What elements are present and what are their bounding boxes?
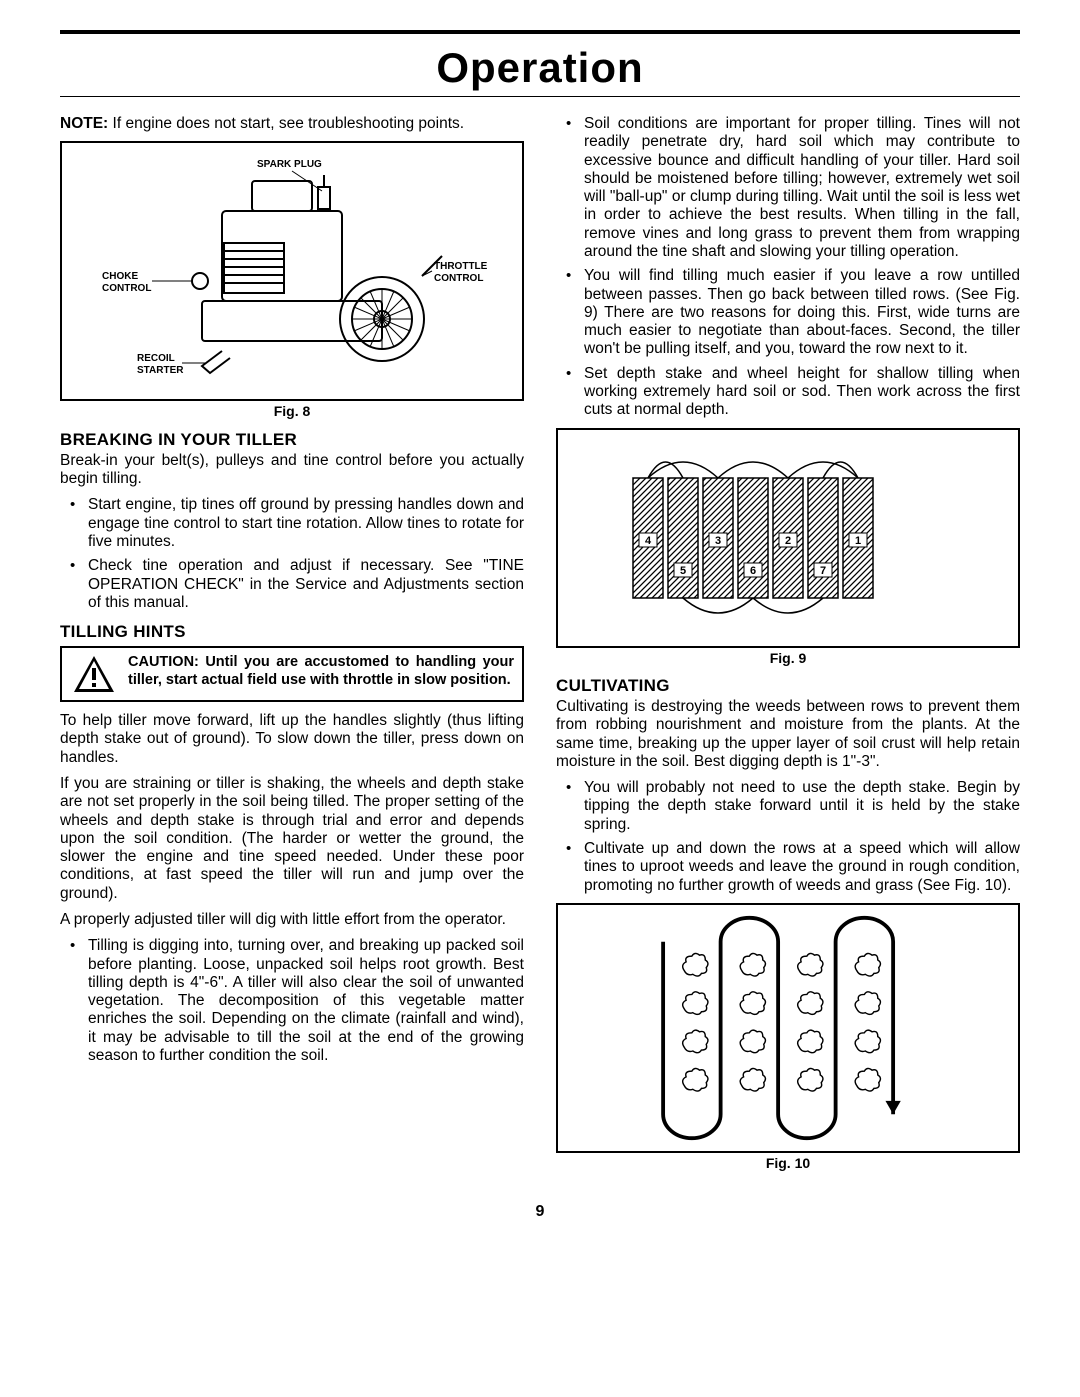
tilling-hints-heading: TILLING HINTS [60, 622, 524, 642]
label-throttle-1: THROTTLE [434, 261, 488, 272]
right-column: Soil conditions are important for proper… [556, 115, 1020, 1181]
left-column: NOTE: If engine does not start, see trou… [60, 115, 524, 1181]
page-number: 9 [60, 1203, 1020, 1221]
figure-9-diagram: 4 3 2 1 5 6 7 [566, 438, 1010, 638]
hints-para-2: If you are straining or tiller is shakin… [60, 775, 524, 903]
cultivating-heading: CULTIVATING [556, 676, 1020, 696]
svg-text:5: 5 [680, 565, 686, 577]
cultivating-item-2: Cultivate up and down the rows at a spee… [556, 840, 1020, 895]
two-column-layout: NOTE: If engine does not start, see trou… [60, 115, 1020, 1181]
label-throttle-2: CONTROL [434, 273, 483, 284]
hints-para-3: A properly adjusted tiller will dig with… [60, 911, 524, 929]
figure-8-engine-diagram: SPARK PLUG CHOKE CONTROL THROTTLE CONTRO… [70, 151, 514, 391]
page-title: Operation [60, 44, 1020, 92]
svg-text:6: 6 [750, 565, 756, 577]
label-choke-1: CHOKE [102, 271, 138, 282]
svg-text:3: 3 [715, 535, 721, 547]
soil-item-3: Set depth stake and wheel height for sha… [556, 365, 1020, 420]
soil-item-1: Soil conditions are important for proper… [556, 115, 1020, 261]
breaking-in-list: Start engine, tip tines off ground by pr… [60, 496, 524, 612]
title-underline [60, 96, 1020, 97]
soil-list: Soil conditions are important for proper… [556, 115, 1020, 420]
breaking-in-item-2: Check tine operation and adjust if neces… [60, 557, 524, 612]
svg-text:1: 1 [855, 535, 861, 547]
engine-note-text: If engine does not start, see troublesho… [113, 115, 465, 132]
breaking-in-item-1: Start engine, tip tines off ground by pr… [60, 496, 524, 551]
breaking-in-heading: BREAKING IN YOUR TILLER [60, 430, 524, 450]
label-recoil-2: STARTER [137, 365, 184, 376]
figure-10-caption: Fig. 10 [556, 1155, 1020, 1172]
figure-10-box [556, 903, 1020, 1153]
svg-text:7: 7 [820, 565, 826, 577]
svg-text:2: 2 [785, 535, 791, 547]
label-recoil-1: RECOIL [137, 353, 175, 364]
svg-text:4: 4 [645, 535, 652, 547]
label-choke-2: CONTROL [102, 283, 151, 294]
figure-10-diagram [599, 913, 976, 1143]
label-spark-plug: SPARK PLUG [257, 159, 322, 170]
breaking-in-para: Break-in your belt(s), pulleys and tine … [60, 452, 524, 489]
figure-9-caption: Fig. 9 [556, 650, 1020, 667]
hints-list: Tilling is digging into, turning over, a… [60, 937, 524, 1065]
soil-item-2: You will find tilling much easier if you… [556, 267, 1020, 358]
hints-item-1: Tilling is digging into, turning over, a… [60, 937, 524, 1065]
hints-para-1: To help tiller move forward, lift up the… [60, 712, 524, 767]
cultivating-list: You will probably not need to use the de… [556, 779, 1020, 895]
warning-icon [70, 654, 118, 694]
figure-8-box: SPARK PLUG CHOKE CONTROL THROTTLE CONTRO… [60, 141, 524, 401]
figure-8-caption: Fig. 8 [60, 403, 524, 420]
figure-9-box: 4 3 2 1 5 6 7 [556, 428, 1020, 648]
engine-note: NOTE: If engine does not start, see trou… [60, 115, 524, 133]
page-top-rule [60, 30, 1020, 38]
cultivating-para: Cultivating is destroying the weeds betw… [556, 698, 1020, 771]
caution-box: CAUTION: Until you are accustomed to han… [60, 646, 524, 702]
cultivating-item-1: You will probably not need to use the de… [556, 779, 1020, 834]
caution-text: CAUTION: Until you are accustomed to han… [128, 654, 514, 694]
